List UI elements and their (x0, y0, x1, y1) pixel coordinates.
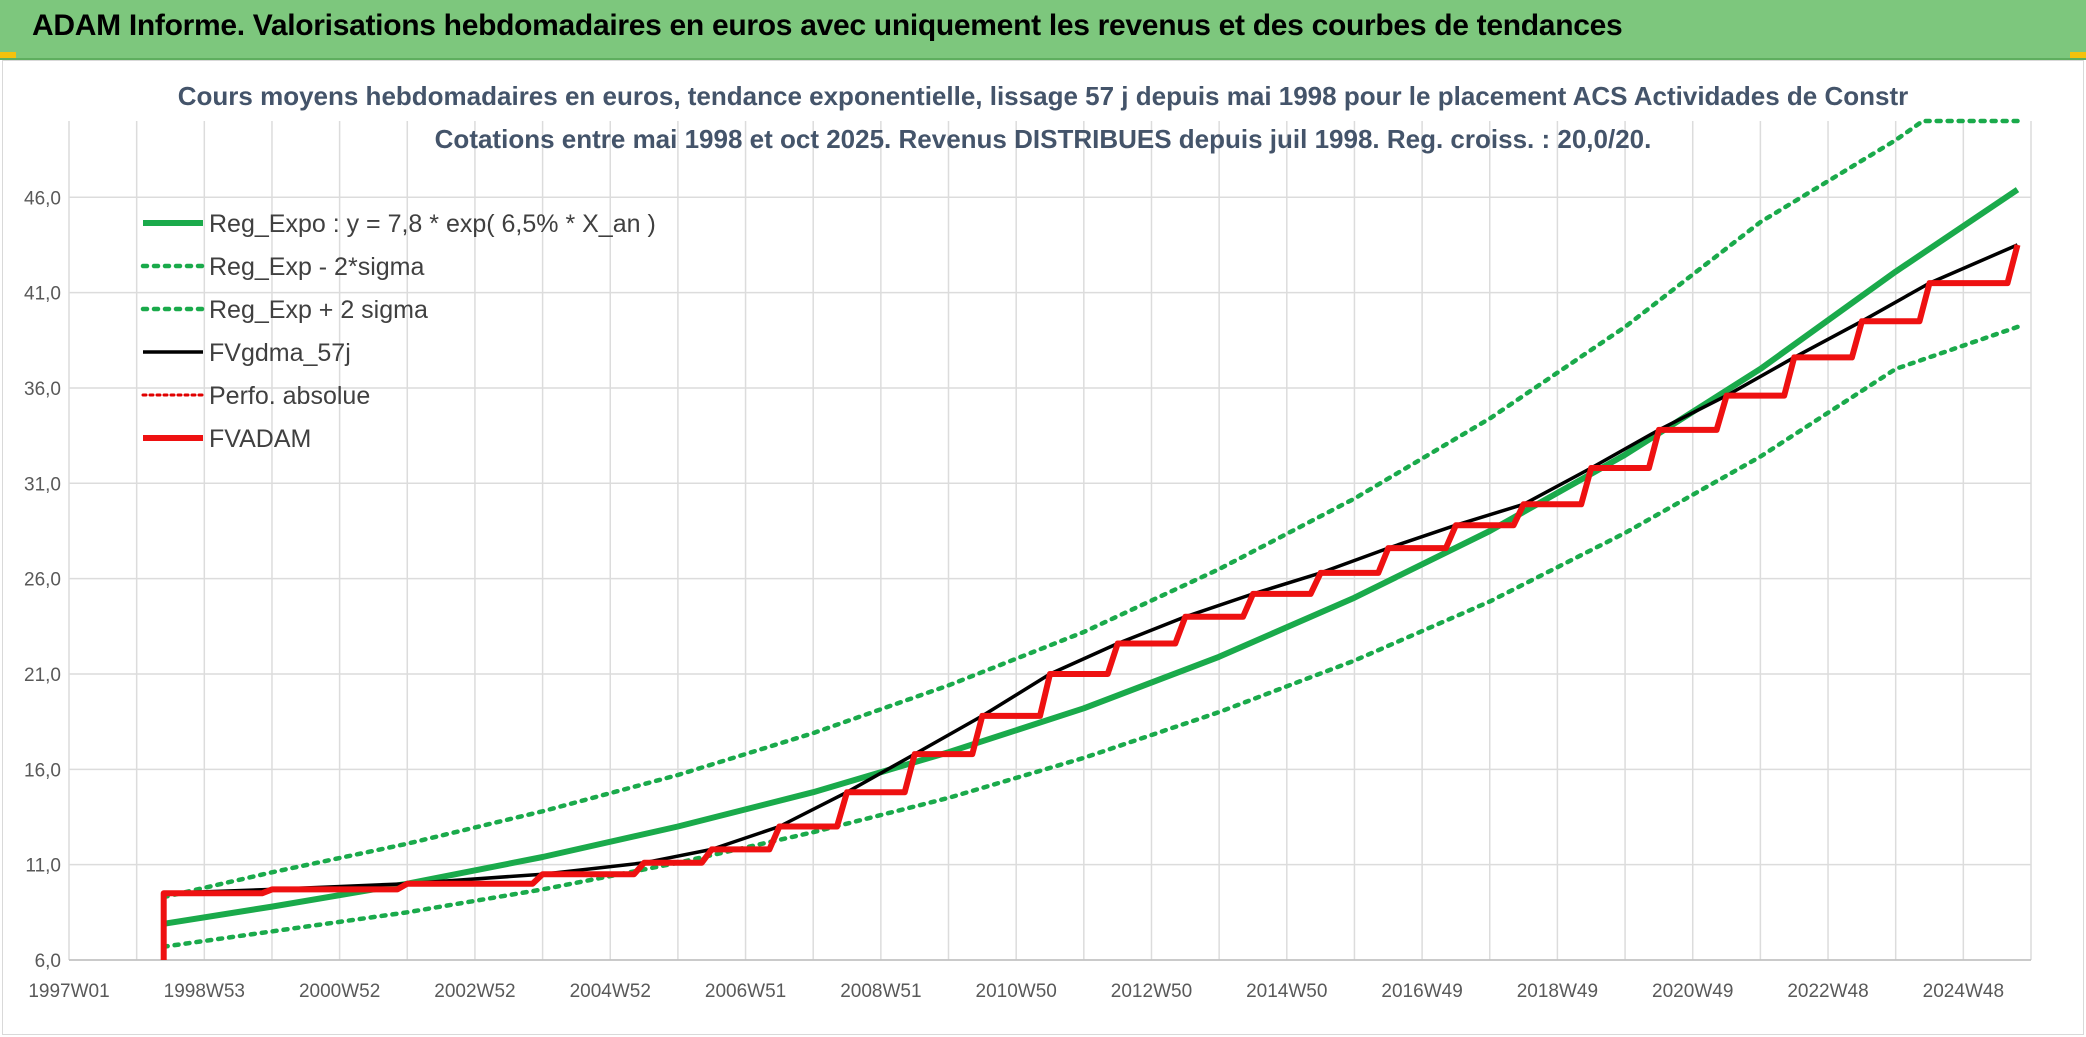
x-tick-label: 2008W51 (840, 981, 921, 1002)
y-tick-label: 21,0 (24, 665, 61, 686)
corner-accent-left (0, 52, 16, 58)
x-axis-ticks: 1997W01 1998W53 2000W52 2002W52 2004W52 2006W… (28, 981, 2004, 1002)
y-tick-label: 16,0 (24, 760, 61, 781)
legend-label: Reg_Exp + 2 sigma (209, 296, 428, 324)
legend-label: Reg_Exp - 2*sigma (209, 253, 424, 281)
x-tick-label: 2010W50 (976, 981, 1057, 1002)
y-tick-label: 31,0 (24, 474, 61, 495)
x-tick-label: 2000W52 (299, 981, 380, 1002)
x-tick-label: 2024W48 (1923, 981, 2004, 1002)
reg-exp-minus-2sigma-line (161, 324, 2020, 949)
reg-exp-plus-2sigma-line (161, 118, 2020, 900)
chart-area: Cours moyens hebdomadaires en euros, ten… (2, 60, 2084, 1035)
y-tick-label: 11,0 (25, 856, 61, 877)
grid (68, 121, 2032, 961)
legend-label: FVgdma_57j (209, 339, 351, 367)
legend: Reg_Expo : y = 7,8 * exp( 6,5% * X_an ) R… (140, 210, 656, 453)
x-tick-label: 2022W48 (1787, 981, 1868, 1002)
x-tick-label: 2016W49 (1381, 981, 1462, 1002)
x-tick-label: 2018W49 (1517, 981, 1598, 1002)
reg-expo-line (163, 187, 2020, 927)
x-tick-label: 2014W50 (1246, 981, 1327, 1002)
x-tick-label: 1997W01 (28, 981, 109, 1002)
x-tick-label: 2006W51 (705, 981, 786, 1002)
y-axis-ticks: 6,0 11,0 16,0 21,0 26,0 31,0 36,0 41,0 46,0 (24, 188, 61, 972)
legend-label: FVADAM (209, 425, 311, 453)
x-tick-label: 2020W49 (1652, 981, 1733, 1002)
x-tick-label: 2012W50 (1111, 981, 1192, 1002)
y-tick-label: 41,0 (24, 284, 61, 305)
chart-title: Cours moyens hebdomadaires en euros, ten… (178, 81, 1909, 111)
y-tick-label: 36,0 (24, 379, 61, 400)
report-title: ADAM Informe. Valorisations hebdomadaire… (32, 9, 1623, 42)
line-chart: Cours moyens hebdomadaires en euros, ten… (24, 81, 2032, 1002)
fvadam-line (160, 244, 2021, 960)
corner-accent-right (2070, 52, 2086, 58)
fvgdma-57j-line (161, 243, 2019, 960)
x-tick-label: 2002W52 (434, 981, 515, 1002)
y-tick-label: 26,0 (24, 570, 61, 591)
y-tick-label: 6,0 (35, 951, 61, 972)
legend-label: Reg_Expo : y = 7,8 * exp( 6,5% * X_an ) (209, 210, 656, 238)
x-tick-label: 1998W53 (164, 981, 245, 1002)
chart-subtitle: Cotations entre mai 1998 et oct 2025. Re… (435, 124, 1652, 154)
y-tick-label: 46,0 (24, 188, 61, 209)
x-tick-label: 2004W52 (570, 981, 651, 1002)
report-banner: ADAM Informe. Valorisations hebdomadaire… (0, 0, 2086, 60)
legend-label: Perfo. absolue (209, 382, 370, 410)
series-lines (160, 118, 2021, 960)
